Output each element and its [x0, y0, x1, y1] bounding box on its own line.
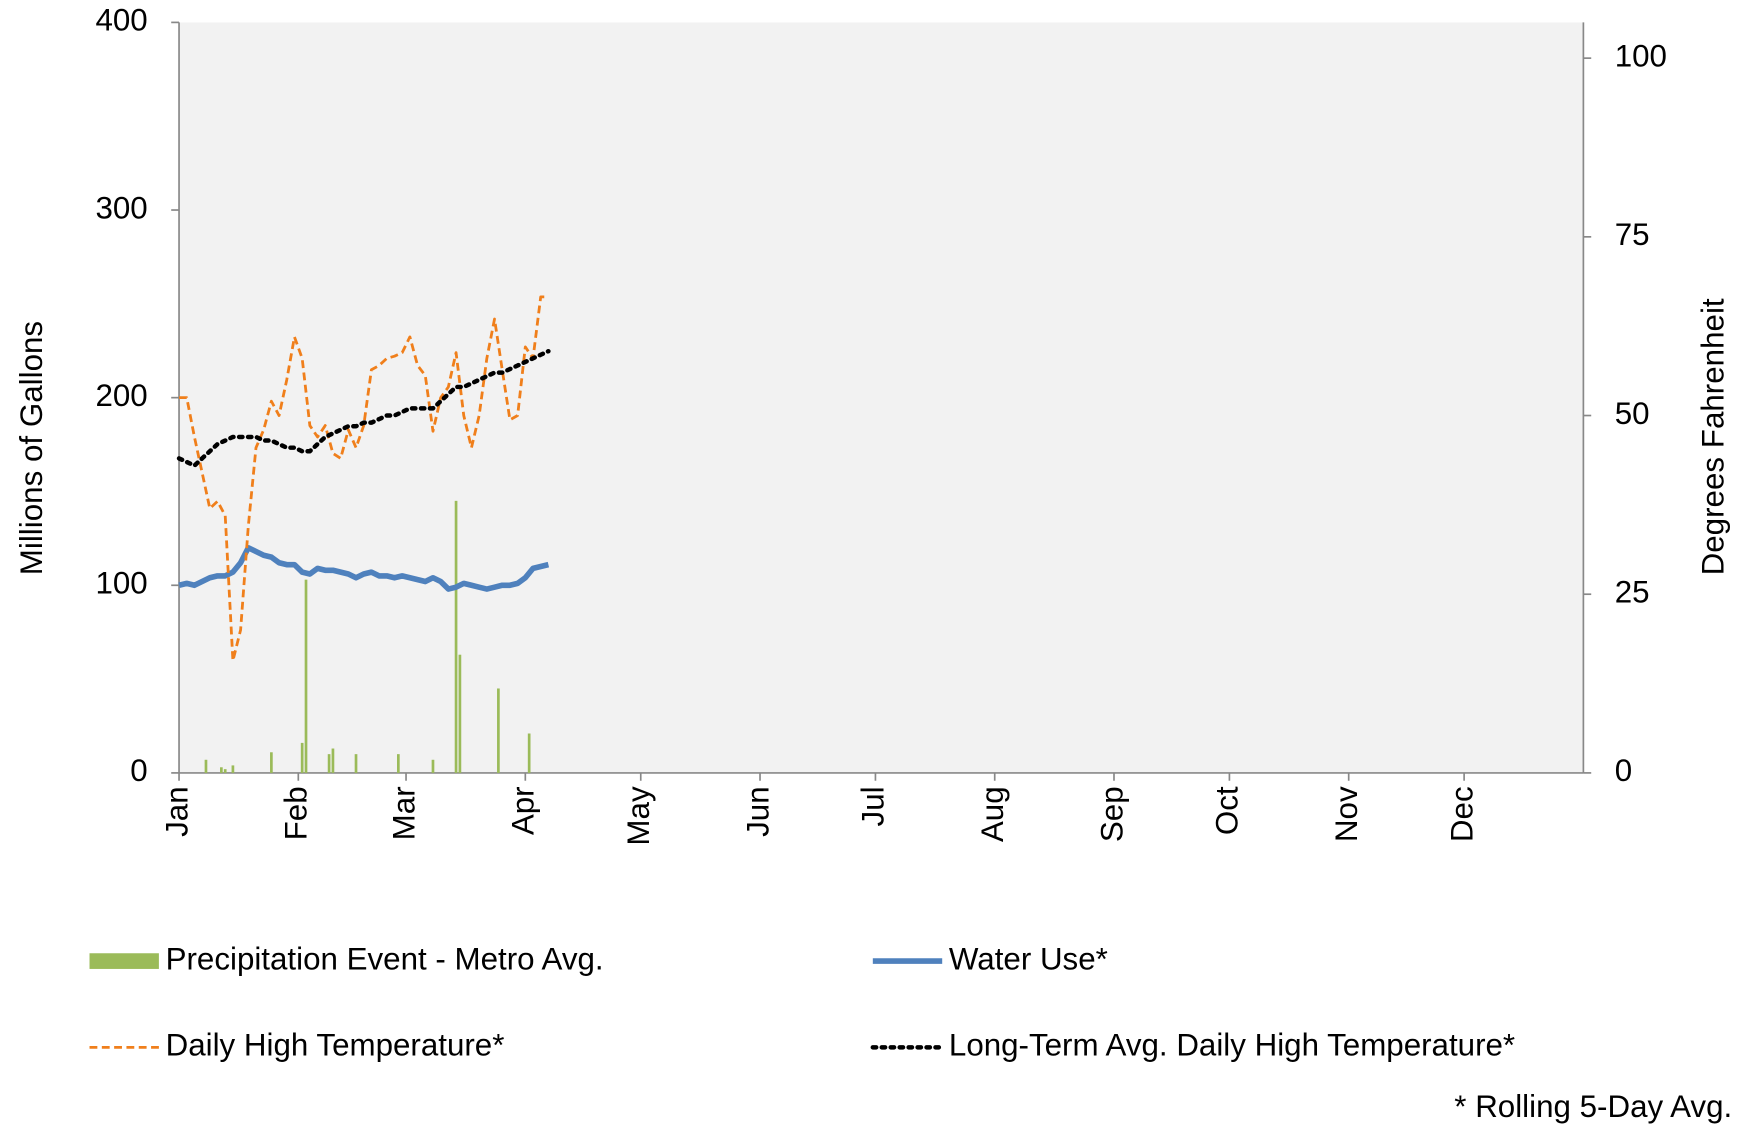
footnote: * Rolling 5-Day Avg. — [1454, 1089, 1732, 1124]
bar — [223, 769, 227, 773]
bar — [354, 754, 358, 773]
y-tick-label: 400 — [95, 3, 147, 38]
legend-label: Long-Term Avg. Daily High Temperature* — [949, 1028, 1515, 1063]
x-tick-label: May — [621, 786, 656, 846]
bar — [231, 765, 235, 773]
x-tick-label: Nov — [1329, 786, 1364, 842]
x-tick-label: Jan — [159, 786, 194, 837]
legend-label: Water Use* — [949, 941, 1108, 976]
legend-label: Daily High Temperature* — [166, 1028, 505, 1063]
plot-area — [179, 22, 1584, 773]
x-tick-label: Aug — [975, 786, 1010, 842]
bar — [331, 748, 335, 773]
x-tick-label: Dec — [1444, 786, 1479, 842]
x-tick-label: Jul — [856, 786, 891, 826]
x-tick-label: Jun — [740, 786, 775, 837]
legend-label: Precipitation Event - Metro Avg. — [166, 941, 604, 976]
y2-tick-label: 100 — [1615, 38, 1667, 73]
y-tick-label: 300 — [95, 190, 147, 225]
line-series — [176, 348, 551, 468]
y2-axis-label: Degrees Fahrenheit — [1696, 298, 1731, 575]
y-tick-label: 200 — [95, 378, 147, 413]
bar — [454, 500, 458, 773]
x-tick-label: Mar — [386, 786, 421, 840]
bar — [300, 742, 304, 773]
x-tick-label: Sep — [1094, 786, 1129, 842]
y2-tick-label: 75 — [1615, 217, 1650, 252]
x-tick-label: Apr — [506, 786, 541, 835]
y2-tick-label: 25 — [1615, 574, 1650, 609]
y2-tick-label: 0 — [1615, 753, 1632, 788]
bar — [527, 733, 531, 773]
y2-tick-label: 50 — [1615, 396, 1650, 431]
bar — [220, 767, 223, 773]
legend-swatch — [89, 953, 159, 969]
bar — [458, 654, 462, 773]
x-tick-label: Feb — [279, 786, 314, 840]
bar — [397, 754, 400, 773]
bar — [204, 759, 208, 773]
bar — [304, 579, 308, 773]
y-tick-label: 0 — [130, 753, 147, 788]
y-tick-label: 100 — [95, 566, 147, 601]
bar — [327, 754, 331, 773]
bar — [270, 752, 273, 773]
bar — [497, 688, 500, 773]
line-series — [179, 295, 549, 663]
x-tick-label: Oct — [1210, 786, 1245, 835]
y-axis-label: Millions of Gallons — [14, 321, 49, 575]
bar — [431, 759, 435, 773]
line-series — [178, 544, 550, 592]
